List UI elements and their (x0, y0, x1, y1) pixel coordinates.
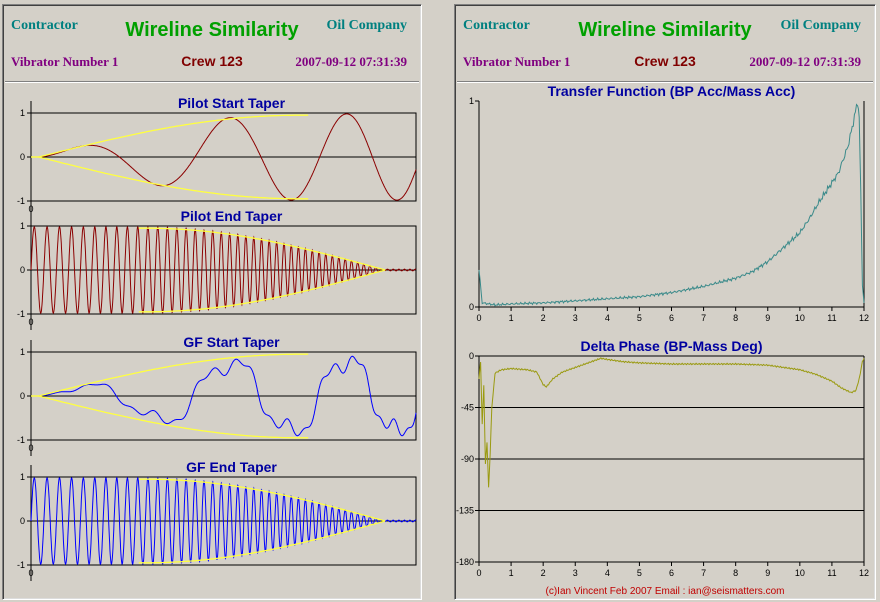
taper-envelope-lower (138, 520, 386, 564)
taper-envelope-upper (138, 478, 386, 522)
x-tick-label: 11 (827, 568, 836, 578)
y-tick-label: 1 (20, 472, 25, 482)
x-tick-label: 4 (605, 313, 610, 323)
x-tick-label: 2 (541, 313, 546, 323)
right-header: Contractor Wireline Similarity Oil Compa… (455, 5, 875, 83)
right-charts: Transfer Function (BP Acc/Mass Acc)100 1 2… (456, 83, 869, 578)
chart-title: Delta Phase (BP-Mass Deg) (580, 338, 762, 354)
datetime-label: 2007-09-12 07:31:39 (295, 54, 407, 69)
y-tick-label: -45 (461, 403, 474, 413)
y-tick-label: -180 (456, 557, 474, 567)
x-tick-label: 0 (476, 568, 481, 578)
taper-envelope-lower (138, 269, 386, 313)
x-tick-label: 0 (28, 317, 33, 327)
response-chart: Delta Phase (BP-Mass Deg) 0 -45 -90 -135 -180… (456, 338, 869, 578)
x-tick-label: 7 (701, 568, 706, 578)
x-tick-label: 8 (733, 313, 738, 323)
y-tick-label: 1 (20, 347, 25, 357)
left-header: Contractor Wireline Similarity Oil Compa… (3, 5, 421, 83)
left-panel: Contractor Wireline Similarity Oil Compa… (2, 4, 422, 600)
x-tick-label: 2 (541, 568, 546, 578)
y-tick-label: 0 (469, 302, 474, 312)
y-tick-label: -1 (17, 196, 25, 206)
taper-envelope-lower (31, 395, 309, 439)
x-tick-label: 3 (573, 313, 578, 323)
x-tick-label: 12 (859, 313, 869, 323)
vibrator-label: Vibrator Number 1 (463, 54, 571, 69)
x-tick-label: 8 (733, 568, 738, 578)
x-tick-label: 11 (827, 313, 836, 323)
taper-envelope-upper (138, 227, 386, 271)
y-tick-label: -1 (17, 309, 25, 319)
contractor-label: Contractor (11, 18, 78, 33)
x-tick-label: 1 (509, 568, 514, 578)
y-tick-label: 0 (20, 265, 25, 275)
x-tick-label: 1 (509, 313, 514, 323)
x-tick-label: 0 (28, 443, 33, 453)
x-tick-label: 9 (765, 313, 770, 323)
contractor-label: Contractor (463, 18, 530, 33)
x-tick-label: 3 (573, 568, 578, 578)
y-tick-label: 1 (469, 96, 474, 106)
x-tick-label: 6 (669, 568, 674, 578)
x-tick-label: 5 (637, 568, 642, 578)
vibrator-label: Vibrator Number 1 (11, 54, 119, 69)
crew-label: Crew 123 (634, 53, 696, 69)
chart-title: GF End Taper (186, 459, 277, 475)
header-divider (457, 81, 873, 83)
crew-label: Crew 123 (181, 53, 243, 69)
x-tick-label: 0 (476, 313, 481, 323)
chart-title: Pilot End Taper (181, 208, 283, 224)
y-tick-label: 0 (469, 351, 474, 361)
chart-title: GF Start Taper (183, 334, 280, 350)
y-tick-label: -135 (456, 506, 474, 516)
right-panel: Contractor Wireline Similarity Oil Compa… (454, 4, 876, 600)
x-tick-label: 12 (859, 568, 869, 578)
x-tick-label: 10 (795, 568, 805, 578)
x-tick-label: 0 (28, 204, 33, 214)
header-divider (5, 81, 419, 83)
x-tick-label: 5 (637, 313, 642, 323)
oil-company-label: Oil Company (780, 18, 861, 33)
data-line (478, 357, 865, 488)
y-tick-label: 0 (20, 516, 25, 526)
app-title: Wireline Similarity (125, 19, 299, 41)
copyright-footer: (c)Ian Vincent Feb 2007 Email : ian@seis… (545, 586, 785, 597)
x-tick-label: 4 (605, 568, 610, 578)
y-tick-label: 1 (20, 221, 25, 231)
y-tick-label: 0 (20, 391, 25, 401)
taper-envelope-upper (31, 114, 309, 158)
waveform-trace (31, 355, 417, 437)
chart-title: Transfer Function (BP Acc/Mass Acc) (548, 83, 796, 99)
y-tick-label: -90 (461, 454, 474, 464)
y-tick-label: 0 (20, 152, 25, 162)
x-tick-label: 6 (669, 313, 674, 323)
y-tick-label: -1 (17, 560, 25, 570)
y-tick-label: -1 (17, 435, 25, 445)
taper-envelope-upper (31, 353, 309, 397)
x-tick-label: 10 (795, 313, 805, 323)
app-title: Wireline Similarity (578, 19, 752, 41)
x-tick-label: 9 (765, 568, 770, 578)
y-tick-label: 1 (20, 108, 25, 118)
oil-company-label: Oil Company (326, 18, 407, 33)
data-line (478, 103, 865, 307)
response-chart: Transfer Function (BP Acc/Mass Acc)100 1 2… (469, 83, 869, 323)
x-tick-label: 7 (701, 313, 706, 323)
taper-envelope-lower (31, 156, 309, 200)
datetime-label: 2007-09-12 07:31:39 (749, 54, 861, 69)
x-tick-label: 0 (28, 568, 33, 578)
chart-title: Pilot Start Taper (178, 95, 286, 111)
